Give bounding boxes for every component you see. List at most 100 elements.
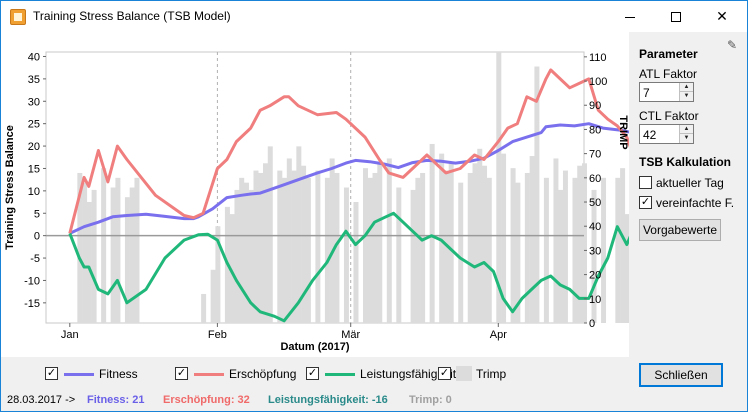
trimp-bar xyxy=(386,158,392,323)
trimp-bar xyxy=(482,165,488,323)
trimp-bar xyxy=(124,197,130,323)
status-trimp: Trimp: 0 xyxy=(409,394,452,406)
ctl-increment-button[interactable]: ▲ xyxy=(680,125,693,134)
trimp-bar xyxy=(620,168,626,323)
aktueller-tag-label: aktueller Tag xyxy=(656,176,724,190)
tsb-heading: TSB Kalkulation xyxy=(639,155,732,169)
atl-label: ATL Faktor xyxy=(639,67,698,81)
trimp-bar xyxy=(229,214,235,323)
status-date: 28.03.2017 -> xyxy=(7,394,76,406)
erschoepfung-checkbox[interactable]: ✓ xyxy=(175,367,188,380)
trimp-bar xyxy=(77,172,83,323)
title-bar: Training Stress Balance (TSB Model) ✕ xyxy=(1,1,747,32)
window-title: Training Stress Balance (TSB Model) xyxy=(33,9,231,23)
trimp-bar xyxy=(472,163,478,323)
aktueller-tag-checkbox[interactable] xyxy=(639,176,652,189)
atl-value[interactable]: 7 xyxy=(643,86,650,100)
parameter-panel: ✎ Parameter ATL Faktor 7 ▲ ▼ CTL Faktor … xyxy=(631,32,747,411)
fitness-legend-label: Fitness xyxy=(99,367,138,381)
atl-increment-button[interactable]: ▲ xyxy=(680,83,693,92)
legend: ✓ Fitness ✓ Erschöpfung ✓ Leistungsfähig… xyxy=(1,362,629,386)
y-right-tick-label: 40 xyxy=(589,221,601,233)
minimize-button[interactable] xyxy=(607,1,653,32)
fitness-checkbox[interactable]: ✓ xyxy=(45,367,58,380)
legend-fitness[interactable]: ✓ Fitness xyxy=(45,366,175,382)
trimp-bar xyxy=(367,177,373,323)
vereinfachte-label: vereinfachte F. xyxy=(656,196,735,210)
trimp-bar xyxy=(591,189,597,323)
aktueller-tag-option[interactable]: aktueller Tag xyxy=(639,175,745,191)
close-window-button[interactable]: ✕ xyxy=(699,1,745,32)
trimp-bar xyxy=(201,293,207,323)
status-leistung: Leistungsfähigkeit: -16 xyxy=(268,394,388,406)
leistung-swatch xyxy=(325,373,355,376)
trimp-bar xyxy=(277,170,283,323)
ctl-spin-buttons: ▲ ▼ xyxy=(679,125,693,143)
vereinfachte-option[interactable]: ✓ vereinfachte F. xyxy=(639,195,745,211)
trimp-bar xyxy=(458,182,464,323)
vereinfachte-checkbox[interactable]: ✓ xyxy=(639,196,652,209)
status-erschoepfung: Erschöpfung: 32 xyxy=(163,394,250,406)
trimp-bar xyxy=(439,153,445,323)
trimp-bar xyxy=(91,189,97,323)
trimp-bar xyxy=(215,226,221,323)
close-button[interactable]: Schließen xyxy=(639,363,723,387)
atl-stepper[interactable]: 7 ▲ ▼ xyxy=(639,82,694,102)
trimp-bar xyxy=(129,187,135,323)
trimp-checkbox[interactable]: ✓ xyxy=(438,367,451,380)
x-axis-label: Datum (2017) xyxy=(280,341,349,353)
trimp-bar xyxy=(263,163,269,323)
trimp-bar xyxy=(377,163,383,323)
x-tick-label: Apr xyxy=(490,329,507,341)
x-tick-label: Mär xyxy=(341,329,360,341)
trimp-bar xyxy=(572,177,578,323)
status-bar: 28.03.2017 -> Fitness: 21 Erschöpfung: 3… xyxy=(1,390,629,410)
minimize-icon xyxy=(625,16,635,18)
trimp-bar xyxy=(282,177,288,323)
series-line-Erschöpfung xyxy=(68,68,629,234)
y-left-tick-label: -5 xyxy=(30,253,40,265)
trimp-bar xyxy=(267,146,273,323)
trimp-bar xyxy=(315,170,321,323)
defaults-button[interactable]: Vorgabewerte xyxy=(639,219,721,241)
y-right-tick-label: 100 xyxy=(589,76,607,88)
trimp-bar xyxy=(496,52,502,323)
legend-leistung[interactable]: ✓ Leistungsfähigkeit xyxy=(306,366,456,382)
y-right-tick-label: 80 xyxy=(589,124,601,136)
legend-trimp[interactable]: ✓ Trimp xyxy=(438,366,518,382)
ctl-stepper[interactable]: 42 ▲ ▼ xyxy=(639,124,694,144)
trimp-bar xyxy=(410,189,416,323)
x-tick-label: Feb xyxy=(208,329,227,341)
trimp-bar xyxy=(248,189,254,323)
leistung-checkbox[interactable]: ✓ xyxy=(306,367,319,380)
maximize-button[interactable] xyxy=(653,1,699,32)
trimp-bar xyxy=(243,182,249,323)
trimp-bar xyxy=(467,172,473,323)
y-left-tick-label: 35 xyxy=(28,74,40,86)
y-right-tick-label: 70 xyxy=(589,149,601,161)
trimp-bar xyxy=(396,187,402,323)
trimp-bar xyxy=(234,189,240,323)
trimp-bar xyxy=(624,214,629,323)
y-left-tick-label: 15 xyxy=(28,163,40,175)
fitness-swatch xyxy=(64,373,94,376)
trimp-bar xyxy=(110,187,116,323)
atl-spin-buttons: ▲ ▼ xyxy=(679,83,693,101)
client-area: 40 35 30 25 20 15 10 5 0 -5 -10 -15 110 100 90 80 70 60 50… xyxy=(1,32,747,411)
parameter-heading: Parameter xyxy=(639,47,698,61)
ctl-value[interactable]: 42 xyxy=(643,128,657,142)
pin-icon[interactable]: ✎ xyxy=(727,38,738,52)
erschoepfung-legend-label: Erschöpfung xyxy=(229,367,297,381)
ctl-decrement-button[interactable]: ▼ xyxy=(680,134,693,143)
y-left-tick-label: 30 xyxy=(28,96,40,108)
tsb-chart: 40 35 30 25 20 15 10 5 0 -5 -10 -15 110 100 90 80 70 60 50… xyxy=(1,32,629,357)
y-left-tick-label: -15 xyxy=(24,298,40,310)
trimp-bar xyxy=(324,177,330,323)
atl-decrement-button[interactable]: ▼ xyxy=(680,92,693,101)
series-line-Fitness xyxy=(69,122,629,235)
trimp-bar xyxy=(429,143,435,323)
legend-erschoepfung[interactable]: ✓ Erschöpfung xyxy=(175,366,315,382)
trimp-bar xyxy=(353,202,359,323)
maximize-icon xyxy=(671,12,681,23)
